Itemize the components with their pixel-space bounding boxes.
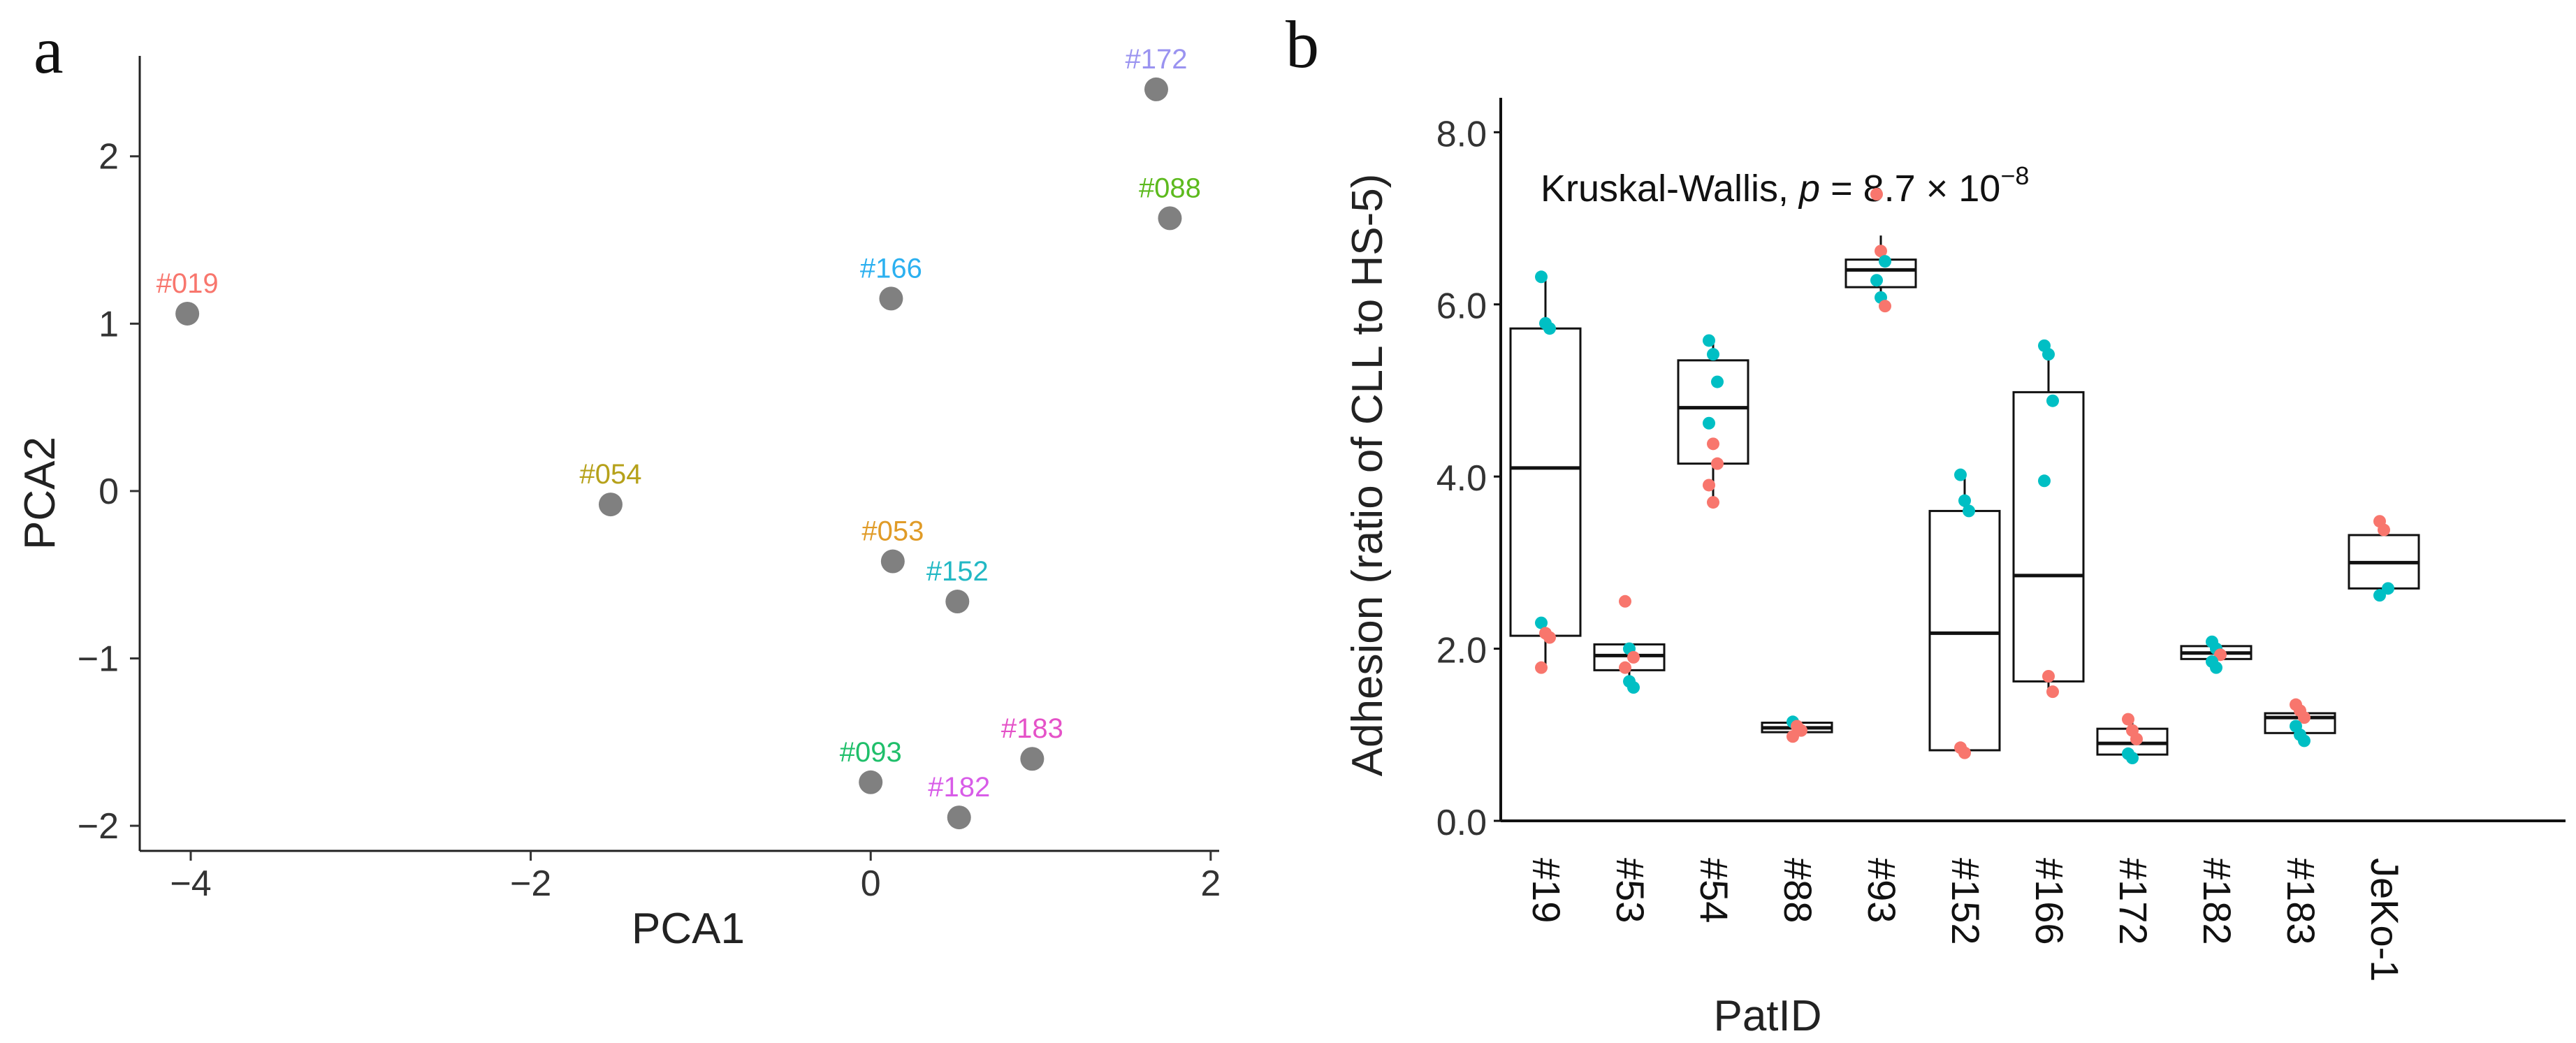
panel-b-label: b — [1286, 7, 1319, 82]
y-tick-label: 2 — [99, 137, 119, 177]
point-label: #166 — [860, 253, 922, 284]
y-axis-title-pca2: PCA2 — [16, 437, 64, 550]
jitter-point — [1703, 334, 1715, 347]
jitter-point — [2038, 474, 2051, 488]
jitter-point — [2298, 711, 2311, 724]
jitter-point — [2214, 648, 2227, 662]
jitter-point — [2126, 752, 2139, 765]
jitter-point — [1535, 270, 1548, 284]
point-label: #093 — [840, 737, 902, 768]
data-point — [880, 549, 905, 574]
jitter-point — [1619, 661, 1631, 674]
y-tick-label: 1 — [99, 304, 119, 344]
x-axis-title-patid: PatID — [1713, 992, 1821, 1040]
y-tick-label: 6.0 — [1436, 286, 1487, 327]
jitter-point — [2042, 670, 2055, 683]
jitter-point — [1870, 188, 1883, 200]
jitter-point — [1954, 468, 1967, 481]
data-point — [598, 493, 623, 517]
y-tick-label: 4.0 — [1436, 458, 1487, 499]
y-tick-label: 0 — [99, 472, 119, 512]
adhesion-boxplot: PatID Adhesion (ratio of CLL to HS-5) Kr… — [1344, 98, 2566, 1040]
category-label: #152 — [1944, 858, 1988, 945]
data-point — [879, 286, 903, 311]
point-label: #088 — [1139, 173, 1201, 203]
jitter-point — [1875, 245, 1887, 258]
y-axis-title-adhesion: Adhesion (ratio of CLL to HS-5) — [1344, 174, 1392, 777]
jitter-point — [2378, 523, 2390, 537]
jitter-point — [1711, 457, 1724, 470]
data-point — [859, 770, 883, 794]
data-point — [1158, 206, 1182, 231]
jitter-point — [1707, 496, 1719, 509]
jitter-point — [1703, 416, 1715, 430]
category-label: #93 — [1860, 858, 1904, 923]
point-label: #172 — [1125, 44, 1187, 75]
point-label: #019 — [157, 268, 219, 299]
data-point — [947, 805, 971, 830]
jitter-point — [1627, 650, 1640, 664]
point-label: #182 — [928, 772, 990, 803]
data-point — [175, 301, 200, 326]
data-point — [1144, 77, 1168, 101]
y-tick-label: 0.0 — [1436, 803, 1487, 843]
pca-scatter-plot: PCA1 PCA2 −4 −2 0 2 −2 −1 0 1 2 #019 #054 #053#152 #… — [16, 44, 1221, 953]
data-point — [945, 590, 970, 614]
category-label: #166 — [2028, 858, 2072, 945]
jitter-point — [1535, 661, 1548, 674]
category-label: #88 — [1776, 858, 1820, 923]
x-tick-label: 0 — [861, 863, 881, 904]
point-label: #152 — [926, 556, 989, 587]
y-tick-label: −2 — [78, 806, 119, 847]
category-label: #182 — [2195, 858, 2239, 945]
jitter-point — [2373, 589, 2386, 602]
point-label: #054 — [579, 459, 641, 490]
jitter-point — [2046, 685, 2059, 699]
jitter-point — [1879, 255, 1891, 268]
jitter-point — [2042, 348, 2055, 361]
point-label: #053 — [861, 516, 924, 547]
jitter-point — [1543, 631, 1556, 644]
jitter-point — [1627, 681, 1640, 694]
jitter-point — [1707, 437, 1719, 451]
y-tick-label: 8.0 — [1436, 114, 1487, 154]
jitter-point — [1619, 595, 1631, 608]
jitter-point — [1707, 348, 1719, 361]
category-label: #19 — [1525, 858, 1569, 923]
jitter-point — [1787, 730, 1799, 743]
jitter-point — [1870, 274, 1883, 287]
y-tick-label: 2.0 — [1436, 631, 1487, 671]
box — [1928, 509, 2001, 752]
jitter-point — [1711, 375, 1724, 388]
jitter-point — [2382, 582, 2394, 595]
jitter-point — [1543, 322, 1556, 335]
jitter-point — [1879, 300, 1891, 313]
x-axis-title-pca1: PCA1 — [632, 905, 745, 953]
category-label: #54 — [1692, 858, 1736, 923]
x-tick-label: 2 — [1200, 863, 1221, 904]
box — [2012, 391, 2085, 683]
y-tick-label: −1 — [78, 639, 119, 679]
jitter-point — [1958, 494, 1971, 507]
category-label: #53 — [1608, 858, 1652, 923]
x-tick-label: −4 — [170, 863, 211, 904]
jitter-point — [1958, 746, 1971, 759]
jitter-point — [1963, 504, 1975, 518]
category-label: JeKo-1 — [2363, 858, 2407, 982]
panel-a-label: a — [34, 13, 64, 87]
kruskal-wallis-annotation: Kruskal-Wallis, p = 8.7 × 10−8 — [1541, 161, 2029, 210]
jitter-point — [2122, 713, 2134, 726]
point-label: #183 — [1001, 713, 1063, 744]
jitter-point — [2210, 661, 2222, 674]
jitter-point — [1703, 479, 1715, 492]
category-label: #172 — [2111, 858, 2155, 945]
category-label: #183 — [2279, 858, 2323, 945]
x-tick-label: −2 — [510, 863, 551, 904]
jitter-point — [2298, 734, 2311, 747]
jitter-point — [2130, 732, 2143, 745]
box — [1509, 327, 1582, 637]
data-point — [1020, 747, 1045, 771]
jitter-point — [1535, 616, 1548, 629]
jitter-point — [2046, 394, 2059, 407]
